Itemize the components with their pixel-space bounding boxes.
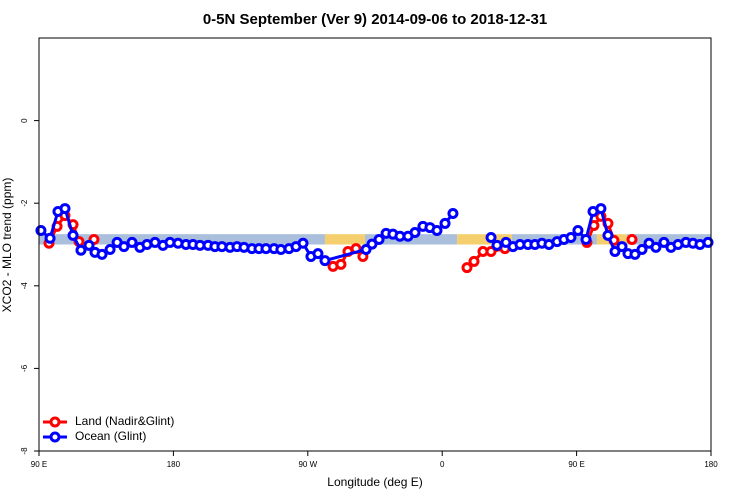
data-point xyxy=(629,248,641,260)
data-point xyxy=(485,246,497,258)
y-axis-label: XCO2 - MLO trend (ppm) xyxy=(0,178,14,313)
data-point xyxy=(658,236,670,248)
y-tick-label: -2 xyxy=(20,199,29,207)
y-tick-label: -4 xyxy=(20,282,29,290)
data-point xyxy=(126,236,138,248)
data-point xyxy=(83,239,95,251)
legend-marker xyxy=(49,431,61,443)
data-point xyxy=(595,203,607,215)
legend-marker xyxy=(49,416,61,428)
x-axis-label: Longitude (deg E) xyxy=(327,475,422,489)
data-point xyxy=(461,262,473,274)
data-point xyxy=(626,234,638,246)
x-tick-label: 90 E xyxy=(31,460,47,469)
legend-label: Land (Nadir&Glint) xyxy=(75,414,174,428)
data-point xyxy=(35,224,47,236)
band-segment xyxy=(324,234,365,245)
x-tick-label: 90 W xyxy=(298,460,317,469)
data-point xyxy=(431,224,443,236)
data-point xyxy=(297,237,309,249)
y-tick-label: -8 xyxy=(20,447,29,455)
data-point xyxy=(565,231,577,243)
data-point xyxy=(439,217,451,229)
data-point xyxy=(104,243,116,255)
data-point xyxy=(335,258,347,270)
band-segment xyxy=(39,234,325,245)
data-point xyxy=(96,248,108,260)
band-segment xyxy=(457,234,512,245)
band-segment xyxy=(626,234,711,245)
plot-frame xyxy=(38,37,712,452)
data-point xyxy=(650,241,662,253)
data-point xyxy=(319,255,331,267)
data-point xyxy=(118,241,130,253)
data-point xyxy=(409,227,421,239)
data-point xyxy=(67,229,79,241)
x-tick-label: 0 xyxy=(440,460,445,469)
x-tick-label: 90 E xyxy=(568,460,584,469)
data-point xyxy=(373,234,385,246)
data-point xyxy=(468,255,480,267)
data-point xyxy=(59,203,71,215)
data-point xyxy=(491,239,503,251)
chart-title: 0-5N September (Ver 9) 2014-09-06 to 201… xyxy=(203,11,547,28)
legend-label: Ocean (Glint) xyxy=(75,429,146,443)
y-tick-label: -6 xyxy=(20,364,29,372)
data-point xyxy=(702,236,714,248)
data-point xyxy=(44,232,56,244)
x-tick-label: 180 xyxy=(167,460,181,469)
y-tick-label: 0 xyxy=(20,118,29,123)
data-point xyxy=(572,224,584,236)
data-point xyxy=(75,244,87,256)
data-point xyxy=(636,243,648,255)
data-point xyxy=(312,248,324,260)
data-point xyxy=(485,231,497,243)
data-point xyxy=(580,234,592,246)
x-tick-label: 180 xyxy=(704,460,718,469)
data-point xyxy=(602,229,614,241)
data-layer xyxy=(35,203,714,274)
data-point xyxy=(447,208,459,220)
data-point xyxy=(616,241,628,253)
data-point xyxy=(609,246,621,258)
